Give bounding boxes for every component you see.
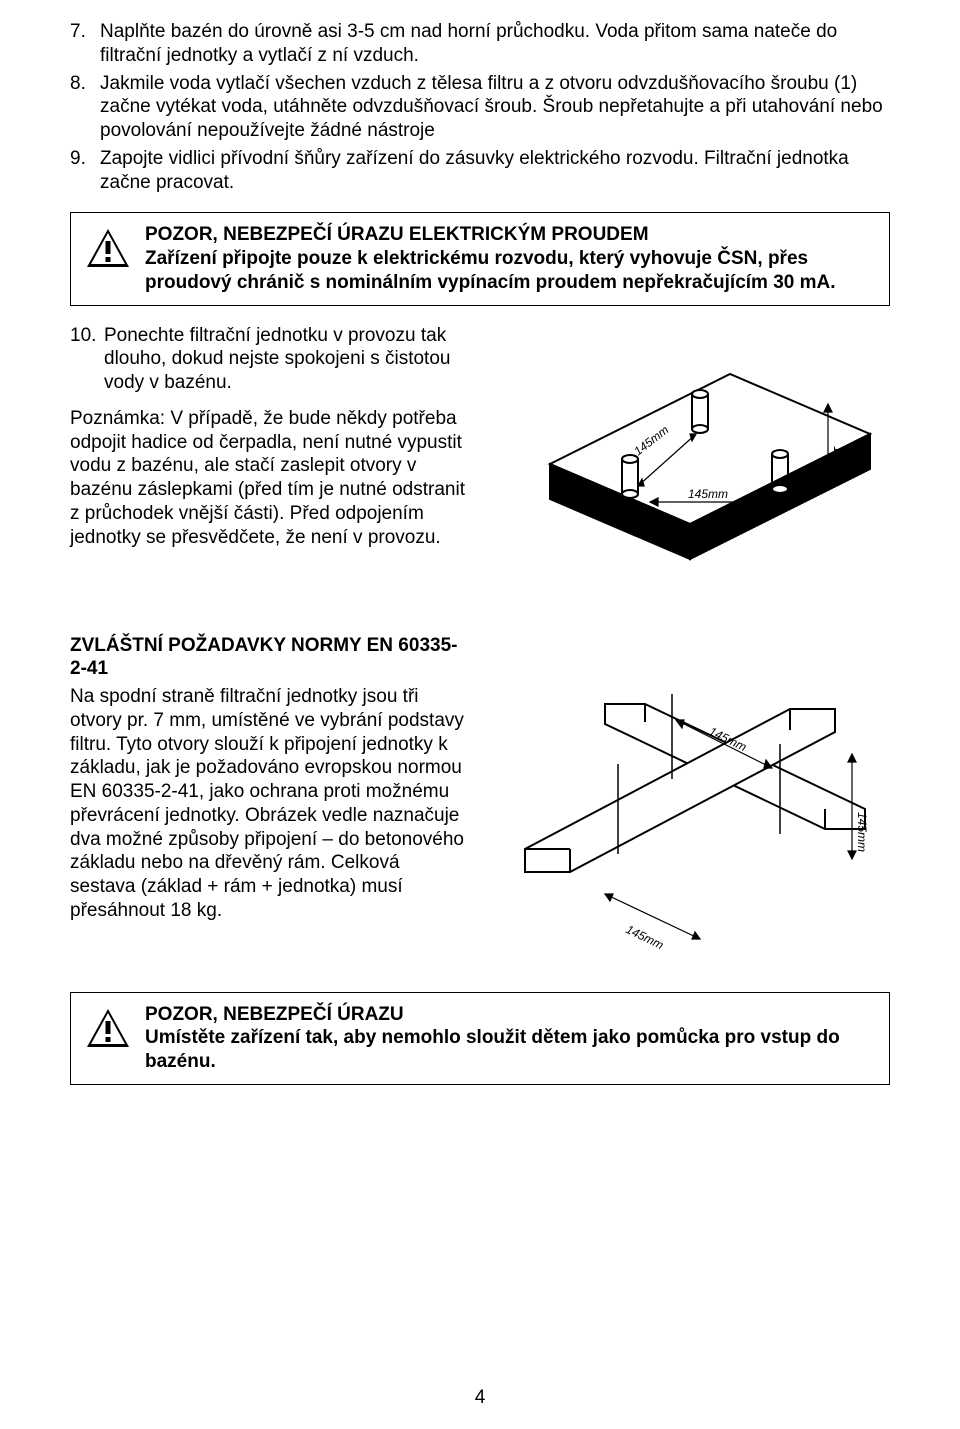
figure-concrete-base: 145mm 145mm 145mm	[490, 324, 890, 604]
warning-text-electric: POZOR, NEBEZPEČÍ ÚRAZU ELEKTRICKÝM PROUD…	[145, 223, 875, 294]
step-9-text: Zapojte vidlici přívodní šňůry zařízení …	[100, 147, 890, 195]
step-10-text: Ponechte filtrační jednotku v provozu ta…	[104, 324, 470, 395]
section2-heading: ZVLÁŠTNÍ POŽADAVKY NORMY EN 60335-2-41	[70, 634, 470, 682]
concrete-dim-2: 145mm	[831, 446, 845, 486]
warning-box-injury: POZOR, NEBEZPEČÍ ÚRAZU Umístěte zařízení…	[70, 992, 890, 1085]
warning-triangle-icon	[85, 227, 131, 269]
step-7-text: Naplňte bazén do úrovně asi 3-5 cm nad h…	[100, 20, 890, 68]
step-10-num: 10.	[70, 324, 104, 395]
step-7: 7. Naplňte bazén do úrovně asi 3-5 cm na…	[70, 20, 890, 68]
step-8-num: 8.	[70, 72, 100, 143]
warning-text-injury: POZOR, NEBEZPEČÍ ÚRAZU Umístěte zařízení…	[145, 1003, 875, 1074]
concrete-dim-3: 145mm	[688, 487, 728, 501]
section2-body: Na spodní straně filtrační jednotky jsou…	[70, 685, 470, 923]
warning-title-electric: POZOR, NEBEZPEČÍ ÚRAZU ELEKTRICKÝM PROUD…	[145, 224, 649, 245]
figure-wood-frame: 145mm 145mm 145mm	[490, 634, 890, 974]
step-9: 9. Zapojte vidlici přívodní šňůry zaříze…	[70, 147, 890, 195]
step-10: 10. Ponechte filtrační jednotku v provoz…	[70, 324, 470, 395]
step-8-text: Jakmile voda vytlačí všechen vzduch z tě…	[100, 72, 890, 143]
note-paragraph: Poznámka: V případě, že bude někdy potře…	[70, 407, 470, 550]
step-7-num: 7.	[70, 20, 100, 68]
warning-box-electric: POZOR, NEBEZPEČÍ ÚRAZU ELEKTRICKÝM PROUD…	[70, 212, 890, 305]
wood-dim-2: 145mm	[855, 812, 869, 852]
step-9-num: 9.	[70, 147, 100, 195]
warning-body-injury: Umístěte zařízení tak, aby nemohlo slouž…	[145, 1027, 840, 1072]
warning-triangle-icon	[85, 1007, 131, 1049]
page-number: 4	[0, 1387, 960, 1409]
warning-title-injury: POZOR, NEBEZPEČÍ ÚRAZU	[145, 1004, 404, 1025]
warning-body-electric: Zařízení připojte pouze k elektrickému r…	[145, 248, 836, 293]
wood-dim-3: 145mm	[624, 922, 666, 952]
step-8: 8. Jakmile voda vytlačí všechen vzduch z…	[70, 72, 890, 143]
